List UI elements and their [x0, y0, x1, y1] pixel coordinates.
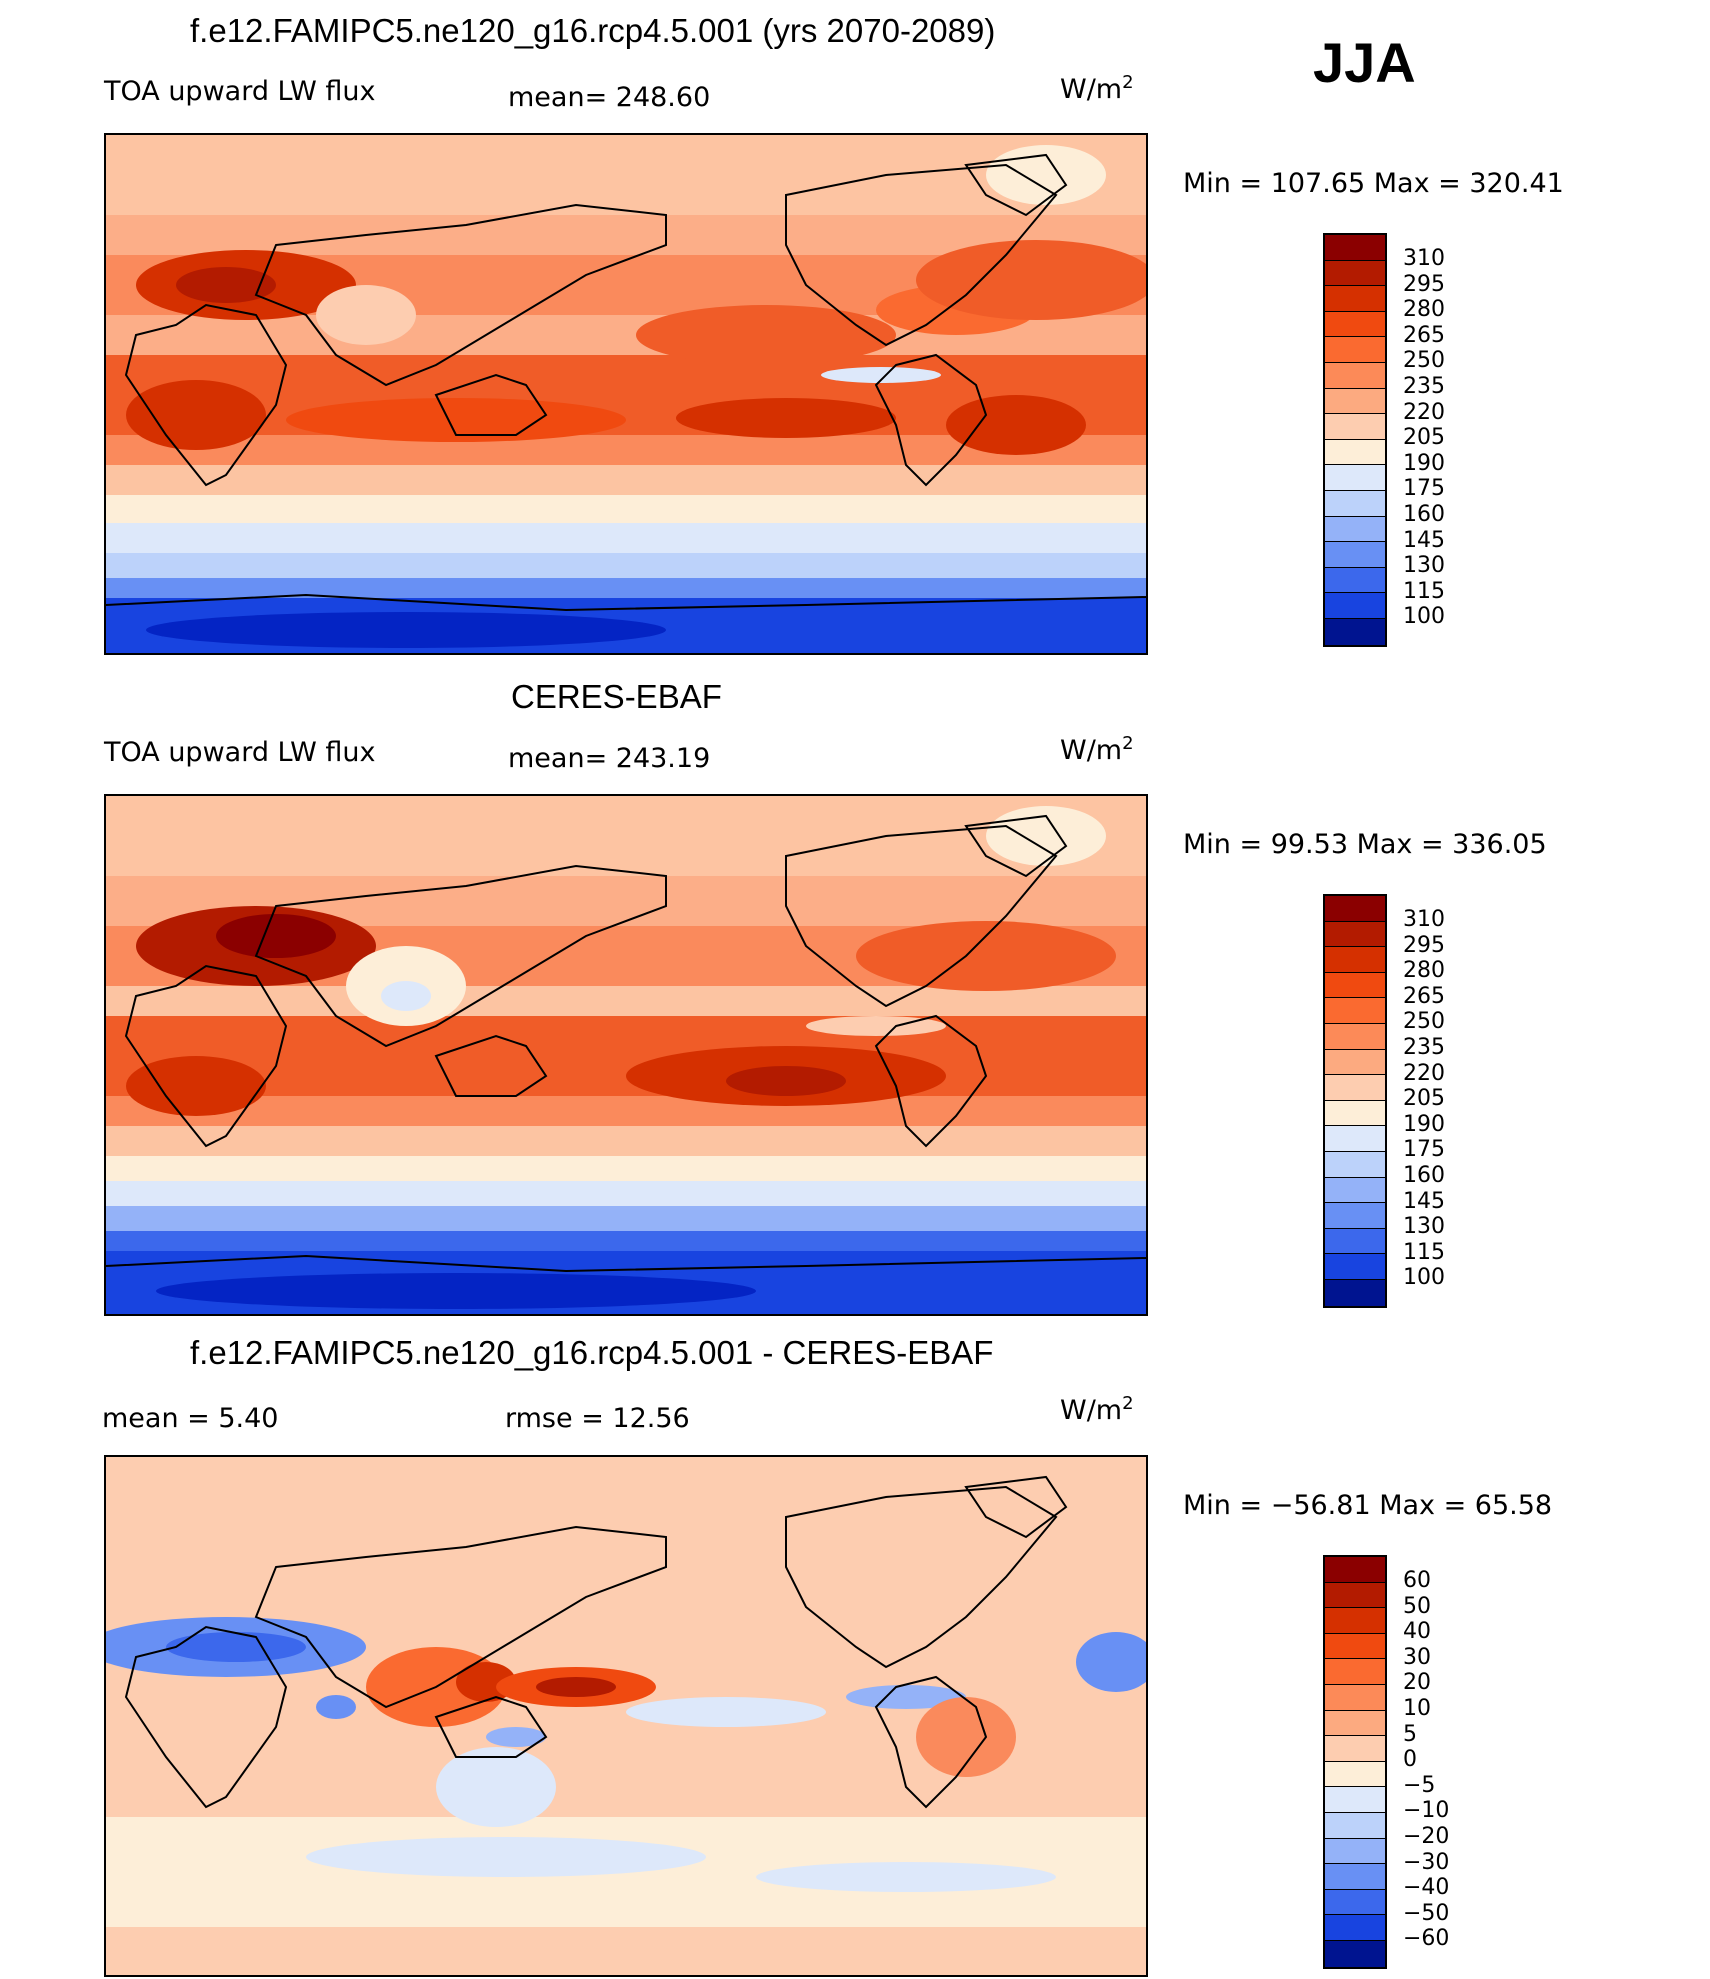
colorbar-tick-label: 115: [1403, 578, 1445, 604]
panel1-mean-label: mean= 248.60: [508, 82, 711, 113]
panel3-rmse-label: rmse = 12.56: [505, 1403, 690, 1434]
panel2-map-svg: [106, 796, 1146, 1314]
panel2-unit: W/m2: [1060, 733, 1134, 766]
colorbar-tick-label: 10: [1403, 1696, 1431, 1721]
colorbar-tick-label: 130: [1403, 1214, 1445, 1240]
season-label: JJA: [1313, 31, 1416, 94]
panel2-title: CERES-EBAF: [511, 678, 722, 715]
colorbar-tick-label: 40: [1403, 1619, 1431, 1645]
colorbar-tick-label: 190: [1403, 1111, 1445, 1137]
colorbar-tick-label: 50: [1403, 1593, 1431, 1619]
colorbar-tick-label: 220: [1403, 1060, 1445, 1086]
colorbar-tick-label: 265: [1403, 983, 1445, 1009]
panel1-colorbar-ticks: 310 295 280 265 250 235 220 205 190 175 …: [1403, 246, 1483, 646]
colorbar-tick-label: 130: [1403, 553, 1445, 579]
panel1-map-svg: [106, 135, 1146, 653]
colorbar-tick-label: 175: [1403, 476, 1445, 502]
panel1-minmax: Min = 107.65 Max = 320.41: [1183, 168, 1564, 199]
colorbar-tick-label: 160: [1403, 1163, 1445, 1188]
colorbar-tick-label: 295: [1403, 271, 1445, 297]
colorbar-tick-label: 100: [1403, 1265, 1445, 1291]
colorbar-tick-label: −40: [1403, 1875, 1450, 1901]
colorbar-tick-label: 160: [1403, 502, 1445, 527]
colorbar-tick-label: 175: [1403, 1137, 1445, 1163]
colorbar-tick-label: 280: [1403, 958, 1445, 984]
panel2-colorbar: [1323, 894, 1387, 1308]
colorbar-tick-label: −10: [1403, 1798, 1450, 1824]
colorbar-tick-label: 30: [1403, 1644, 1431, 1670]
panel2-mean-label: mean= 243.19: [508, 743, 711, 774]
colorbar-tick-label: 145: [1403, 527, 1445, 553]
panel3-minmax: Min = −56.81 Max = 65.58: [1183, 1490, 1553, 1521]
colorbar-tick-label: 60: [1403, 1568, 1431, 1593]
colorbar-tick-label: 145: [1403, 1188, 1445, 1214]
colorbar-tick-label: 235: [1403, 1035, 1445, 1060]
colorbar-tick-label: 310: [1403, 907, 1445, 932]
panel1-unit: W/m2: [1060, 72, 1134, 105]
panel3-map-svg: [106, 1457, 1146, 1975]
colorbar-tick-label: −20: [1403, 1824, 1450, 1849]
colorbar-tick-label: 0: [1403, 1747, 1417, 1773]
panel1-title: f.e12.FAMIPC5.ne120_g16.rcp4.5.001 (yrs …: [190, 12, 996, 49]
panel2-map: [104, 794, 1148, 1316]
colorbar-tick-label: 190: [1403, 450, 1445, 476]
colorbar-tick-label: 5: [1403, 1721, 1417, 1747]
panel1-colorbar: [1323, 233, 1387, 647]
panel2-colorbar-ticks: 310 295 280 265 250 235 220 205 190 175 …: [1403, 907, 1483, 1307]
colorbar-tick-label: 100: [1403, 604, 1445, 630]
panel3-title: f.e12.FAMIPC5.ne120_g16.rcp4.5.001 - CER…: [190, 1334, 994, 1371]
colorbar-tick-label: 115: [1403, 1239, 1445, 1265]
panel2-variable-label: TOA upward LW flux: [104, 737, 376, 768]
colorbar-tick-label: 265: [1403, 322, 1445, 348]
panel1-variable-label: TOA upward LW flux: [104, 76, 376, 107]
colorbar-tick-label: 250: [1403, 348, 1445, 374]
panel3-colorbar: [1323, 1555, 1387, 1969]
colorbar-tick-label: 20: [1403, 1670, 1431, 1696]
colorbar-tick-label: 280: [1403, 297, 1445, 323]
colorbar-tick-label: 310: [1403, 246, 1445, 271]
colorbar-tick-label: 220: [1403, 399, 1445, 425]
colorbar-tick-label: 250: [1403, 1009, 1445, 1035]
colorbar-tick-label: 295: [1403, 932, 1445, 958]
panel2-minmax: Min = 99.53 Max = 336.05: [1183, 829, 1547, 860]
colorbar-tick-label: −5: [1403, 1772, 1436, 1798]
colorbar-tick-label: −60: [1403, 1926, 1450, 1952]
panel3-map: [104, 1455, 1148, 1977]
panel3-colorbar-ticks: 60 50 40 30 20 10 5 0 −5 −10 −20 −30 −40…: [1403, 1568, 1483, 1968]
panel3-mean-label: mean = 5.40: [102, 1403, 279, 1434]
colorbar-tick-label: 205: [1403, 425, 1445, 451]
colorbar-tick-label: 205: [1403, 1086, 1445, 1112]
colorbar-tick-label: −30: [1403, 1849, 1450, 1875]
colorbar-tick-label: −50: [1403, 1900, 1450, 1926]
panel3-unit: W/m2: [1060, 1393, 1134, 1426]
panel1-map: [104, 133, 1148, 655]
colorbar-tick-label: 235: [1403, 374, 1445, 399]
